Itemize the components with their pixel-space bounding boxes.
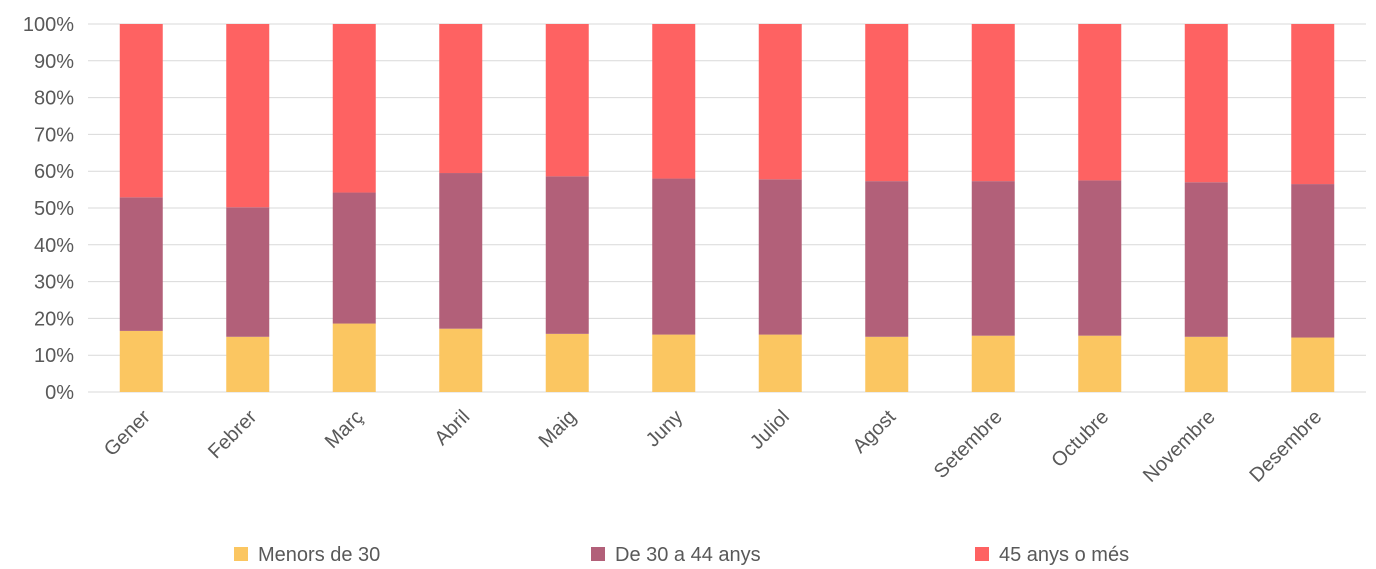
x-category-label: Gener bbox=[100, 406, 155, 461]
bar-segment-1 bbox=[119, 330, 163, 392]
legend: Menors de 30 De 30 a 44 anys 45 anys o més bbox=[234, 544, 1129, 566]
bar-segment-1 bbox=[545, 333, 589, 392]
x-category-label: Novembre bbox=[1139, 406, 1220, 487]
y-tick-label: 60% bbox=[34, 161, 74, 183]
bar-segment-2 bbox=[439, 173, 483, 329]
bar-segment-2 bbox=[545, 176, 589, 334]
bar-segment-2 bbox=[332, 192, 376, 324]
bar-segment-3 bbox=[1078, 24, 1122, 181]
legend-label: 45 anys o més bbox=[999, 544, 1129, 566]
x-axis-category-labels: Gener Febrer Març Abril Maig Juny Juliol Agost S… bbox=[100, 406, 1326, 487]
bar-segment-3 bbox=[971, 24, 1015, 182]
legend-swatch bbox=[975, 547, 989, 561]
bar-segment-3 bbox=[545, 24, 589, 177]
y-axis-tick-labels: 0% 10% 20% 30% 40% 50% 60% 70% 80% 90% 100% bbox=[23, 14, 74, 404]
bar-segment-1 bbox=[226, 336, 270, 392]
bar-segment-1 bbox=[971, 335, 1015, 392]
bar-segment-3 bbox=[652, 24, 696, 179]
y-tick-label: 40% bbox=[34, 235, 74, 257]
bar-segment-3 bbox=[865, 24, 909, 182]
bar-segment-2 bbox=[652, 178, 696, 335]
bar-segment-3 bbox=[1291, 24, 1335, 185]
bar-segment-1 bbox=[1184, 336, 1228, 392]
y-tick-label: 0% bbox=[45, 382, 74, 404]
bar-segment-3 bbox=[758, 24, 802, 180]
x-category-label: Abril bbox=[430, 406, 474, 450]
bar-segment-2 bbox=[1184, 182, 1228, 337]
x-category-label: Febrer bbox=[204, 406, 261, 463]
x-category-label: Maig bbox=[535, 406, 581, 452]
bar-segment-2 bbox=[758, 179, 802, 335]
bar-segment-3 bbox=[332, 24, 376, 193]
bar-segment-1 bbox=[1078, 335, 1122, 392]
y-tick-label: 70% bbox=[34, 124, 74, 146]
x-category-label: Juny bbox=[642, 406, 687, 451]
bar-segment-1 bbox=[652, 334, 696, 392]
y-tick-label: 20% bbox=[34, 308, 74, 330]
x-category-label: Octubre bbox=[1047, 406, 1113, 472]
bar-segment-2 bbox=[971, 181, 1015, 336]
bar-segment-1 bbox=[332, 323, 376, 392]
bar-segment-2 bbox=[226, 207, 270, 337]
bar-segment-1 bbox=[865, 336, 909, 392]
bar-segment-2 bbox=[1291, 184, 1335, 338]
x-category-label: Agost bbox=[849, 406, 901, 458]
bar-segment-2 bbox=[865, 181, 909, 337]
bar-segment-3 bbox=[226, 24, 270, 208]
bar-segment-1 bbox=[758, 334, 802, 392]
y-tick-label: 30% bbox=[34, 272, 74, 294]
x-category-label: Març bbox=[321, 406, 368, 453]
bar-segment-2 bbox=[1078, 180, 1122, 336]
legend-label: De 30 a 44 anys bbox=[615, 544, 761, 566]
x-category-label: Desembre bbox=[1245, 406, 1326, 487]
x-category-label: Juliol bbox=[746, 406, 794, 454]
bar-segment-3 bbox=[439, 24, 483, 174]
y-tick-label: 50% bbox=[34, 198, 74, 220]
legend-label: Menors de 30 bbox=[258, 544, 380, 566]
gridlines bbox=[88, 23, 1366, 393]
y-tick-label: 10% bbox=[34, 345, 74, 367]
bar-segment-1 bbox=[439, 328, 483, 392]
bars bbox=[119, 24, 1335, 392]
y-tick-label: 80% bbox=[34, 88, 74, 110]
y-tick-label: 100% bbox=[23, 14, 74, 36]
y-tick-label: 90% bbox=[34, 51, 74, 73]
bar-segment-3 bbox=[119, 24, 163, 198]
bar-segment-1 bbox=[1291, 337, 1335, 392]
x-category-label: Setembre bbox=[930, 406, 1007, 483]
bar-segment-3 bbox=[1184, 24, 1228, 183]
legend-swatch bbox=[591, 547, 605, 561]
bar-segment-2 bbox=[119, 197, 163, 331]
legend-swatch bbox=[234, 547, 248, 561]
